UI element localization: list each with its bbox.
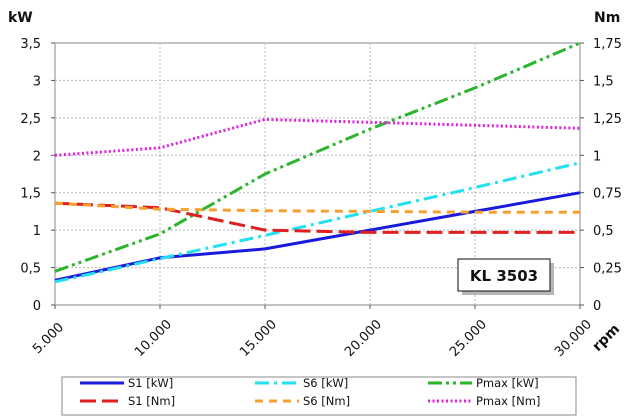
x-tick-label: 10.000 — [132, 317, 175, 360]
y-right-axis-label: Nm — [594, 10, 620, 26]
y-left-tick-label: 3,5 — [20, 37, 41, 52]
legend-label-pmax-nm: Pmax [Nm] — [476, 394, 540, 408]
legend-box — [61, 376, 577, 416]
y-right-tick-label: 0,75 — [593, 187, 622, 202]
y-left-tick-label: 2 — [33, 149, 41, 164]
y-left-tick-label: 3 — [33, 74, 41, 89]
series-line-s6-nm — [54, 201, 580, 214]
y-left-tick-label: 1 — [33, 224, 41, 239]
y-left-tick-label: 0 — [33, 299, 41, 314]
y-left-tick-label: 2,5 — [20, 112, 41, 127]
y-right-tick-label: 0,25 — [593, 262, 622, 277]
x-axis-label: rpm — [590, 321, 624, 355]
y-right-tick-label: 1,25 — [593, 112, 622, 127]
y-right-tick-label: 1,75 — [593, 37, 622, 52]
legend: S1 [kW] S6 [kW] Pmax [kW] S1 [Nm] S6 [Nm] Pma… — [61, 376, 577, 416]
legend-label-s1-nm: S1 [Nm] — [128, 394, 175, 408]
x-tick-label: 30.000 — [552, 317, 595, 360]
y-left-tick-label: 0,5 — [20, 262, 41, 277]
legend-label-s6-kw: S6 [kW] — [303, 376, 348, 390]
y-right-tick-label: 1 — [593, 149, 601, 164]
series-line-pmax-kw — [54, 41, 581, 273]
model-badge: KL 3503 — [457, 258, 554, 295]
legend-label-pmax-kw: Pmax [kW] — [476, 376, 539, 390]
y-right-tick-label: 0,5 — [593, 224, 614, 239]
x-tick-label: 25.000 — [447, 317, 490, 360]
series-line-s6-kw — [54, 161, 581, 284]
y-left-axis-label: kW — [8, 10, 33, 26]
legend-label-s1-kw: S1 [kW] — [128, 376, 173, 390]
series-line-s1-nm — [54, 201, 580, 234]
badge-label: KL 3503 — [470, 267, 538, 285]
badge-box — [457, 258, 551, 292]
x-tick-label: 20.000 — [342, 317, 385, 360]
series-line-pmax-nm — [54, 117, 581, 157]
legend-label-s6-nm: S6 [Nm] — [303, 394, 350, 408]
y-left-tick-label: 1,5 — [20, 187, 41, 202]
x-tick-label: 15.000 — [237, 317, 280, 360]
x-tick-label: 5.000 — [30, 320, 67, 357]
y-right-tick-label: 1,5 — [593, 74, 614, 89]
series-layer — [54, 41, 581, 284]
y-right-tick-label: 0 — [593, 299, 601, 314]
